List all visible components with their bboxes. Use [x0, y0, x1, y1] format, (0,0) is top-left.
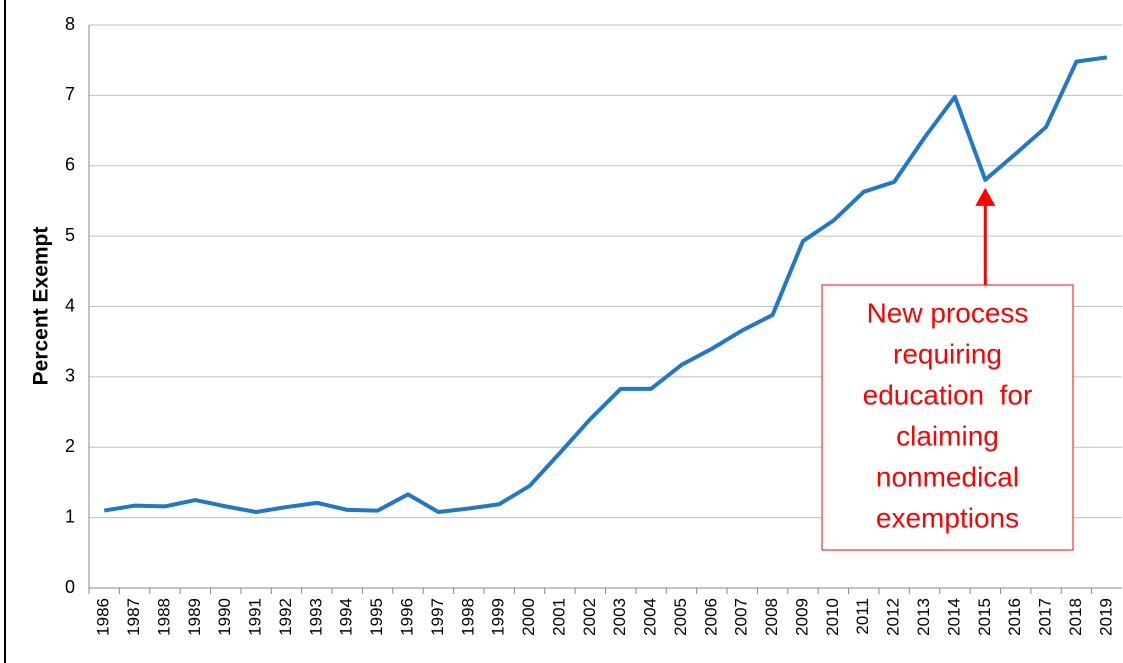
x-tick-label: 2004: [641, 598, 660, 636]
y-tick-label: 7: [65, 84, 75, 104]
x-tick-label: 2019: [1096, 598, 1115, 636]
x-tick-label: 2013: [914, 598, 933, 636]
annotation-text: New process: [867, 297, 1029, 328]
x-tick-label: 2009: [792, 598, 811, 636]
line-series: [103, 55, 1108, 514]
annotation-text: education for: [863, 379, 1033, 410]
x-tick-label: 2007: [732, 598, 751, 636]
x-tick-label: 1992: [276, 598, 295, 636]
x-tick-label: 2014: [944, 598, 963, 636]
x-tick-label: 1997: [428, 598, 447, 636]
x-tick-label: 2005: [671, 598, 690, 636]
annotation-arrowhead: [975, 187, 996, 206]
annotation-box: [821, 284, 1074, 551]
annotation-text: nonmedical: [876, 461, 1019, 492]
x-tick-label: 1993: [306, 598, 325, 636]
x-tick-label: 1989: [185, 598, 204, 636]
x-tick-label: 2012: [884, 598, 903, 636]
x-tick-label: 2008: [762, 598, 781, 636]
y-tick-label: 6: [65, 155, 75, 175]
x-tick-label: 2011: [853, 598, 872, 635]
x-tick-label: 2001: [549, 598, 568, 636]
x-tick-label: 1990: [215, 598, 234, 636]
x-tick-label: 2006: [701, 598, 720, 636]
x-tick-label: 1987: [124, 598, 143, 636]
x-tick-label: 1986: [94, 598, 113, 636]
annotation-text: requiring: [893, 338, 1002, 369]
x-tick-label: 1996: [397, 598, 416, 636]
x-tick-label: 1988: [154, 598, 173, 636]
x-tick-label: 2015: [975, 598, 994, 636]
y-tick-label: 8: [65, 14, 75, 34]
y-tick-label: 3: [65, 366, 75, 386]
x-tick-label: 1999: [489, 598, 508, 636]
annotation-text: claiming: [896, 420, 999, 451]
x-tick-label: 1991: [246, 598, 265, 636]
x-tick-label: 1998: [458, 598, 477, 636]
annotation-text: exemptions: [876, 502, 1019, 533]
y-tick-label: 1: [65, 506, 75, 526]
y-tick-label: 4: [65, 295, 75, 315]
y-tick-label: 2: [65, 436, 75, 456]
y-tick-label: 5: [65, 225, 75, 245]
x-tick-label: 2010: [823, 598, 842, 636]
x-tick-label: 1994: [337, 598, 356, 636]
x-tick-label: 1995: [367, 598, 386, 636]
x-tick-label: 2018: [1066, 598, 1085, 636]
x-tick-label: 2002: [580, 598, 599, 636]
x-tick-label: 2017: [1036, 598, 1055, 636]
y-axis-label: Percent Exempt: [30, 227, 53, 386]
y-tick-label: 0: [65, 577, 75, 597]
x-tick-label: 2000: [519, 598, 538, 636]
x-tick-label: 2003: [610, 598, 629, 636]
x-tick-label: 2016: [1005, 598, 1024, 636]
